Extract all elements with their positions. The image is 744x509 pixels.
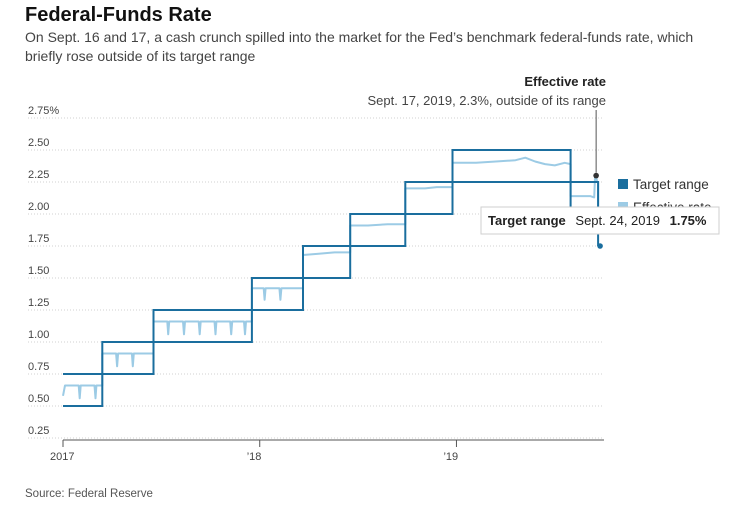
chart-title: Federal-Funds Rate <box>25 4 212 26</box>
source-note: Source: Federal Reserve <box>25 488 153 500</box>
tooltip-box <box>480 206 720 235</box>
chart-subtitle: On Sept. 16 and 17, a cash crunch spille… <box>25 29 694 64</box>
highlight-markers <box>593 172 603 249</box>
annotation-title: Effective rate <box>524 74 606 89</box>
chart-canvas: 0.25 0.50 0.75 1.00 1.25 1.50 1.75 2.00 2.25 2.50… <box>28 74 720 463</box>
annotation-text: Sept. 17, 2019, 2.3%, outside of its ran… <box>368 93 607 108</box>
legend-swatch-target <box>618 179 628 189</box>
y-tick-label: 1.50 <box>28 265 49 277</box>
y-tick-label: 2.75% <box>28 105 59 117</box>
target-range-upper-line <box>63 149 600 375</box>
y-tick-label: 1.00 <box>28 329 49 341</box>
x-axis: 2017 ’18 ’19 <box>50 439 604 463</box>
tooltip-label: Target range <box>488 213 566 228</box>
x-tick-label: ’18 <box>247 451 262 463</box>
y-axis: 0.25 0.50 0.75 1.00 1.25 1.50 1.75 2.00 2.25 2.50… <box>28 105 59 437</box>
y-tick-label: 0.25 <box>28 425 49 437</box>
y-tick-label: 2.50 <box>28 137 49 149</box>
tooltip-value: 1.75% <box>670 213 707 228</box>
target-range-marker <box>597 243 603 249</box>
x-tick-label: ’19 <box>443 451 458 463</box>
y-tick-label: 0.75 <box>28 361 49 373</box>
y-tick-label: 0.50 <box>28 393 49 405</box>
tooltip: Target range Sept. 24, 2019 1.75% <box>480 206 720 235</box>
x-tick-label: 2017 <box>50 451 74 463</box>
y-tick-label: 2.25 <box>28 169 49 181</box>
series-layer <box>62 149 600 407</box>
tooltip-date: Sept. 24, 2019 <box>575 213 660 228</box>
legend-label-target: Target range <box>633 177 709 192</box>
target-range-lower-line <box>63 181 600 407</box>
y-tick-label: 1.75 <box>28 233 49 245</box>
y-tick-label: 1.25 <box>28 297 49 309</box>
y-tick-label: 2.00 <box>28 201 49 213</box>
tooltip-text: Target range Sept. 24, 2019 1.75% <box>488 213 707 228</box>
effective-rate-marker <box>593 172 599 179</box>
